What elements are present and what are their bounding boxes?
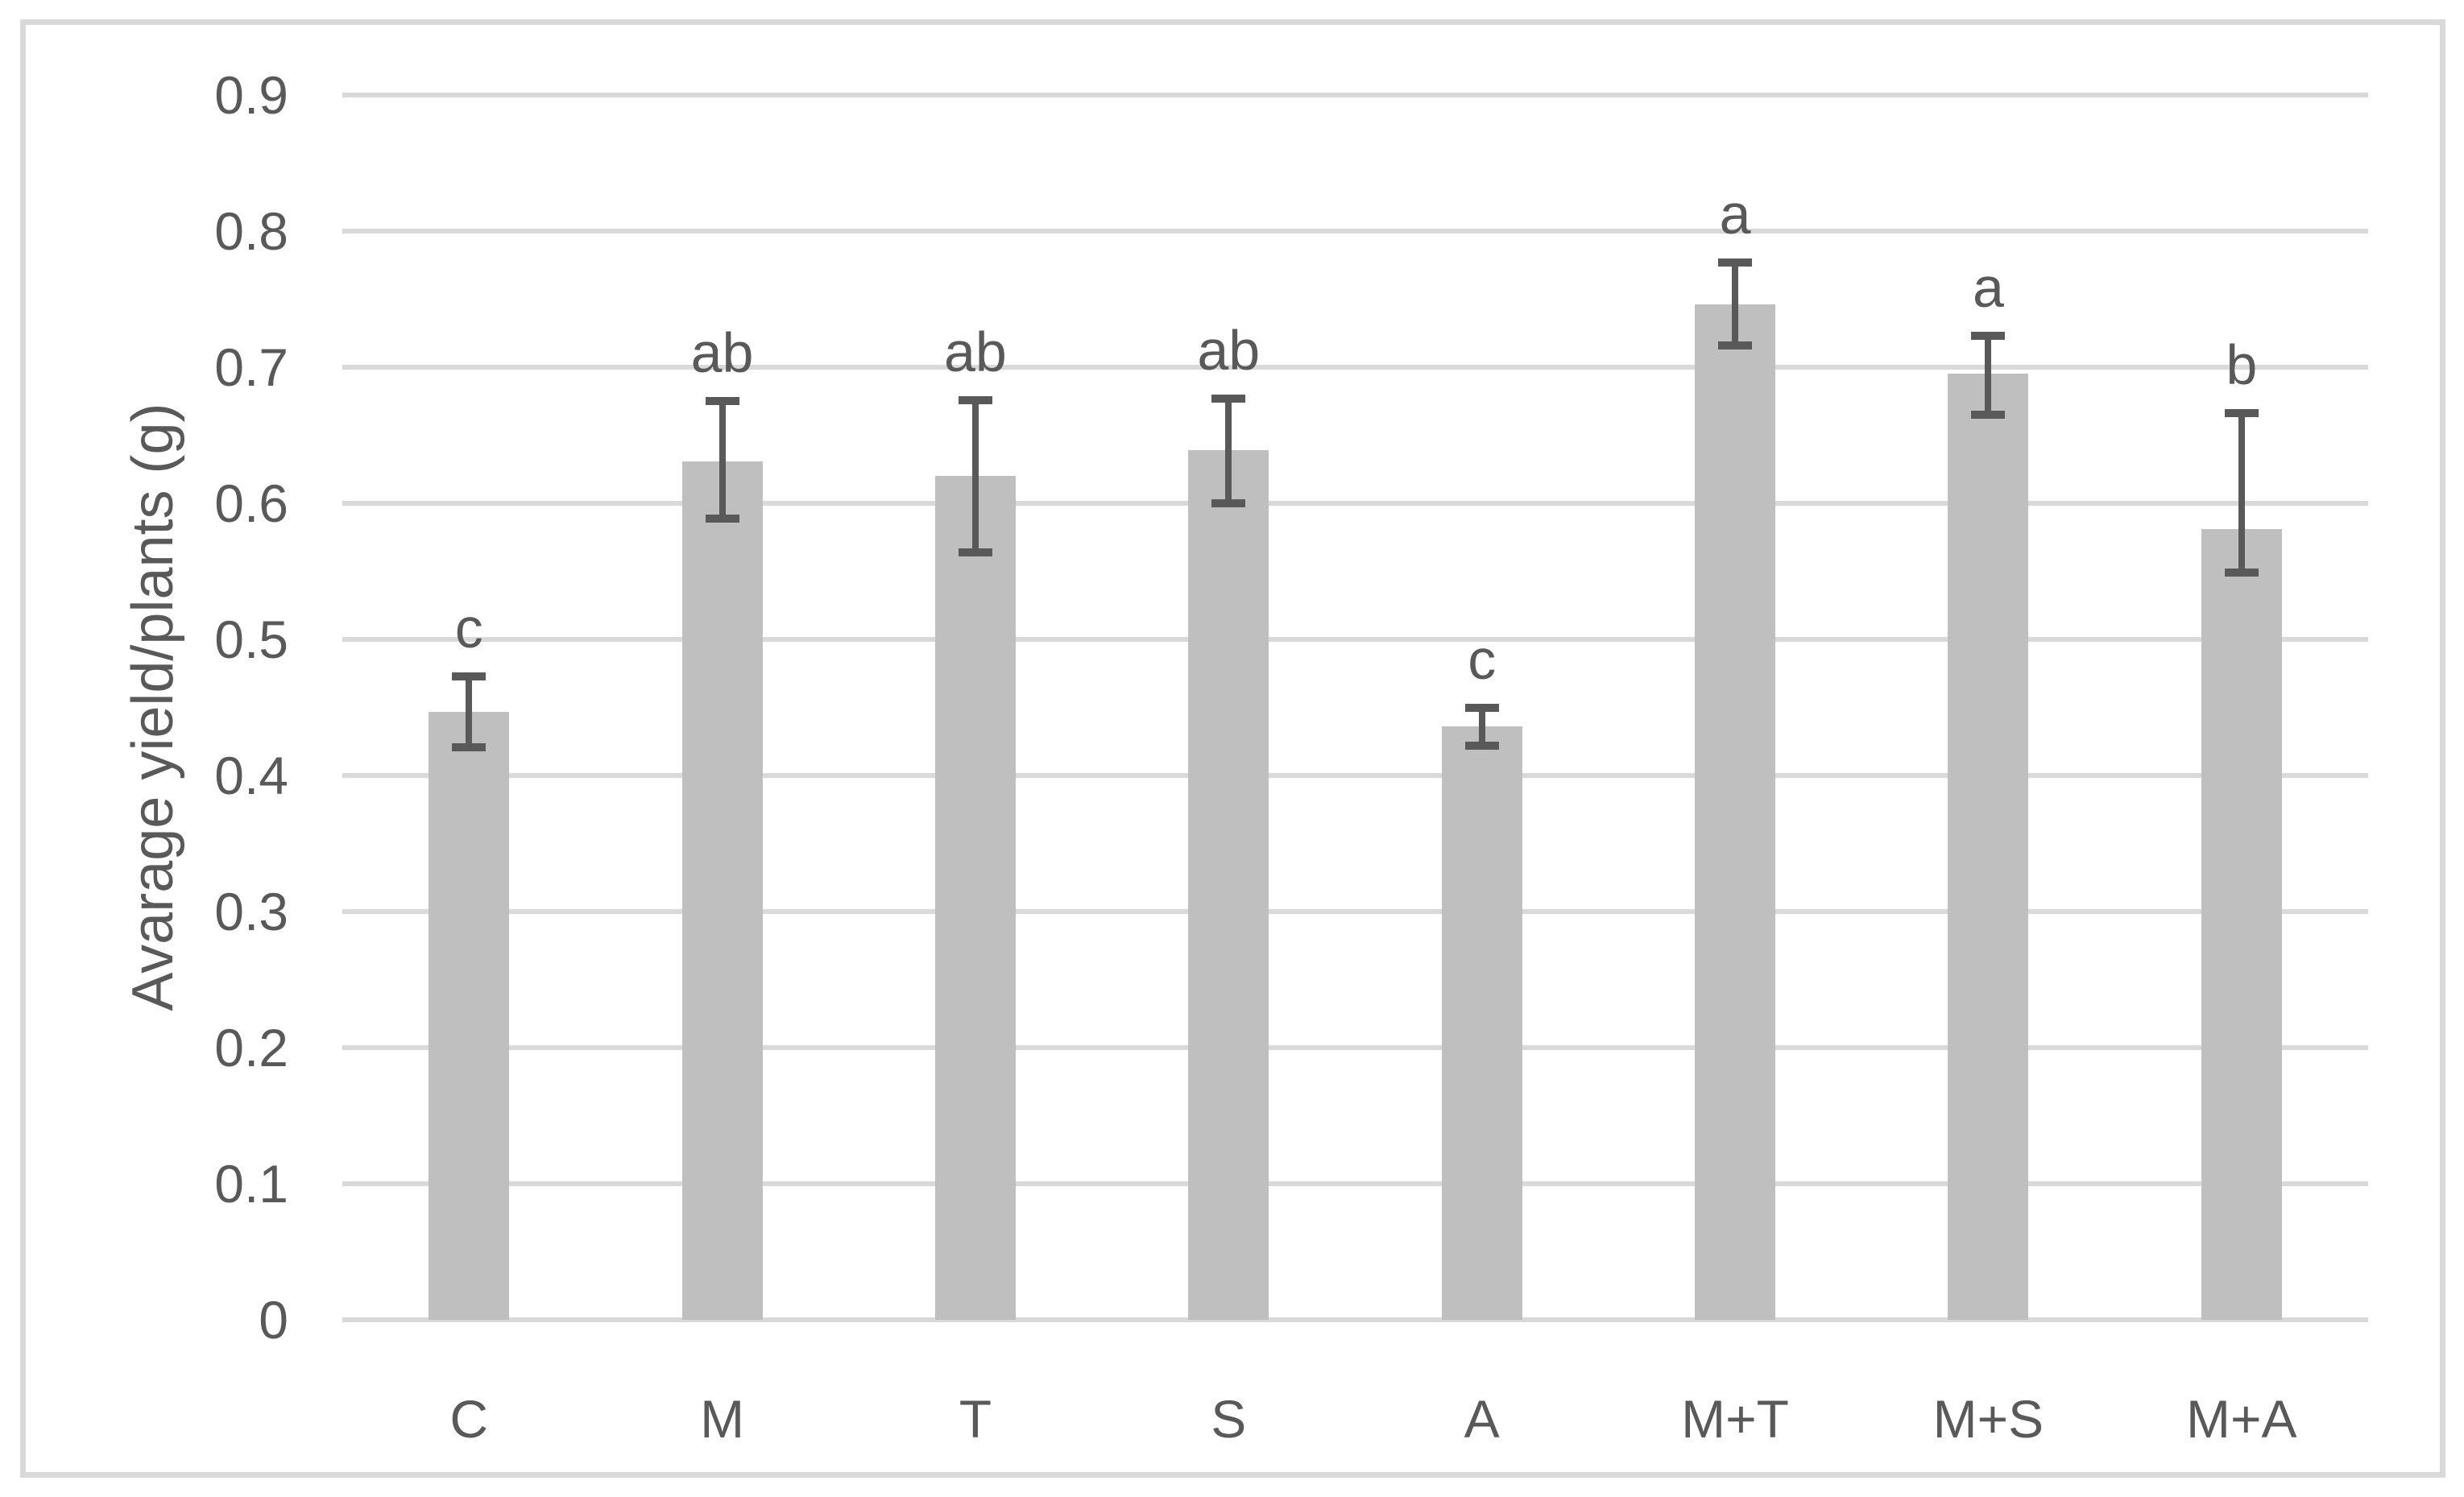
y-tick-label-0.8: 0.8 xyxy=(214,201,288,261)
error-bar-line-M+S xyxy=(1985,336,1992,416)
error-bar-bottom-cap-M+S xyxy=(1971,411,2006,420)
significance-letter-C: c xyxy=(454,596,483,660)
error-bar-top-cap-A xyxy=(1464,703,1499,712)
x-axis-label-C: C xyxy=(449,1389,489,1449)
gridline-0.8 xyxy=(342,229,2368,234)
error-bar-bottom-cap-T xyxy=(958,548,992,556)
error-bar-line-M+A xyxy=(2238,413,2245,573)
y-tick-label-0.4: 0.4 xyxy=(214,746,288,805)
bar-C xyxy=(429,711,510,1320)
significance-letter-M+S: a xyxy=(1972,256,2004,320)
chart-outer-border xyxy=(20,19,2445,1478)
error-bar-line-T xyxy=(971,399,979,552)
significance-letter-M: ab xyxy=(690,321,754,385)
error-bar-top-cap-M+S xyxy=(1971,332,2006,341)
y-tick-label-0.3: 0.3 xyxy=(214,882,288,941)
y-tick-label-0.5: 0.5 xyxy=(214,610,288,669)
bar-M xyxy=(681,461,763,1320)
error-bar-top-cap-T xyxy=(958,395,992,404)
error-bar-bottom-cap-M xyxy=(705,514,739,523)
bar-T xyxy=(934,476,1016,1320)
error-bar-line-M xyxy=(718,401,726,519)
error-bar-bottom-cap-C xyxy=(452,742,487,751)
gridline-0.1 xyxy=(342,1181,2368,1186)
error-bar-bottom-cap-M+A xyxy=(2224,569,2259,577)
significance-letter-T: ab xyxy=(944,320,1007,383)
gridline-0.4 xyxy=(342,773,2368,778)
error-bar-bottom-cap-S xyxy=(1211,499,1246,507)
gridline-0.5 xyxy=(342,637,2368,642)
bar-A xyxy=(1441,726,1522,1320)
error-bar-top-cap-M xyxy=(705,397,739,406)
bar-M+S xyxy=(1948,374,2029,1320)
bar-S xyxy=(1188,450,1269,1320)
x-axis-label-T: T xyxy=(959,1389,992,1449)
gridline-0.9 xyxy=(342,93,2368,97)
x-axis-label-M+T: M+T xyxy=(1681,1389,1789,1449)
error-bar-line-A xyxy=(1478,707,1485,746)
error-bar-top-cap-C xyxy=(452,672,487,680)
gridline-0.7 xyxy=(342,365,2368,370)
x-axis-label-M+S: M+S xyxy=(1932,1389,2044,1449)
error-bar-top-cap-M+T xyxy=(1718,258,1753,267)
error-bar-top-cap-S xyxy=(1211,394,1246,403)
error-bar-top-cap-M+A xyxy=(2224,409,2259,418)
y-tick-label-0.9: 0.9 xyxy=(214,65,288,125)
y-tick-label-0.7: 0.7 xyxy=(214,337,288,397)
error-bar-line-M+T xyxy=(1732,262,1739,345)
x-axis-label-M: M xyxy=(700,1389,745,1449)
error-bar-line-C xyxy=(466,676,473,747)
gridline-0.6 xyxy=(342,501,2368,506)
y-tick-label-0: 0 xyxy=(259,1290,288,1350)
x-axis-line xyxy=(342,1317,2368,1322)
y-tick-label-0.1: 0.1 xyxy=(214,1154,288,1214)
significance-letter-M+A: b xyxy=(2226,333,2258,397)
bar-M+A xyxy=(2201,529,2282,1320)
x-axis-label-S: S xyxy=(1211,1389,1247,1449)
gridline-0.2 xyxy=(342,1045,2368,1050)
error-bar-bottom-cap-A xyxy=(1464,741,1499,750)
x-axis-label-M+A: M+A xyxy=(2186,1389,2297,1449)
y-tick-label-0.6: 0.6 xyxy=(214,473,288,533)
error-bar-line-S xyxy=(1225,398,1232,503)
significance-letter-M+T: a xyxy=(1719,182,1751,246)
significance-letter-S: ab xyxy=(1197,318,1261,382)
x-axis-label-A: A xyxy=(1464,1389,1500,1449)
gridline-0.3 xyxy=(342,909,2368,914)
bar-M+T xyxy=(1695,304,1776,1320)
error-bar-bottom-cap-M+T xyxy=(1718,341,1753,349)
y-tick-label-0.2: 0.2 xyxy=(214,1018,288,1077)
significance-letter-A: c xyxy=(1468,627,1497,691)
